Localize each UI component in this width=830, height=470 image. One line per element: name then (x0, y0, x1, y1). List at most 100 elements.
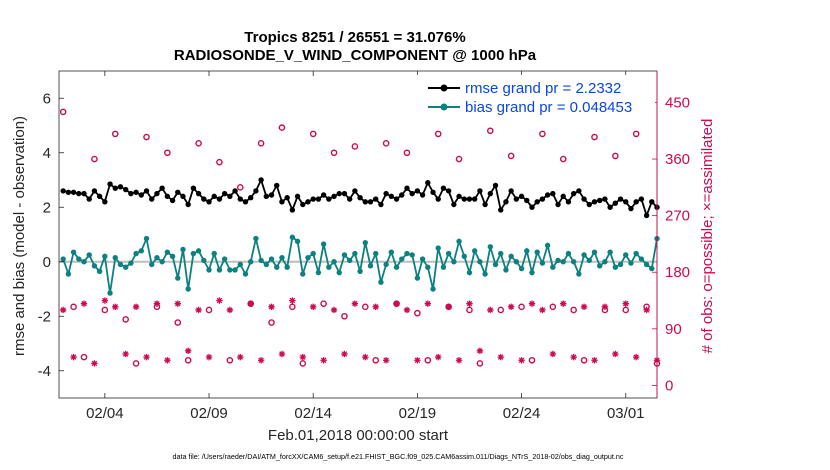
obs-assimilated-point (591, 357, 598, 364)
rmse-point (414, 188, 421, 194)
obs-possible-point (382, 140, 390, 147)
rmse-point (419, 192, 426, 198)
rmse-point (206, 199, 212, 205)
obs-possible-point (414, 309, 421, 317)
obs-assimilated-point (174, 300, 181, 307)
rmse-point (221, 190, 228, 197)
bias-point (128, 260, 134, 266)
x-axis: 02/04 02/09 02/14 02/19 02/24 03/01 (86, 71, 645, 422)
bias-point (373, 250, 379, 257)
obs-possible-point (497, 306, 505, 314)
rmse-point (367, 199, 374, 205)
obs-possible-point (528, 356, 536, 364)
rmse-point (581, 196, 587, 202)
bias-point (378, 279, 384, 285)
rmse-point (195, 190, 202, 197)
rmse-point (539, 196, 546, 202)
bias-point (263, 261, 270, 268)
bias-point (138, 248, 145, 254)
y-axis-label: rmse and bias (model - observation) (11, 116, 28, 356)
rmse-point (102, 199, 108, 205)
obs-possible-point (164, 149, 171, 157)
rmse-point (399, 192, 405, 198)
rmse-point (122, 186, 129, 193)
y-right-tick-label: 90 (665, 321, 682, 338)
rmse-point (373, 196, 379, 202)
bias-point (586, 257, 592, 264)
rmse-point (320, 192, 327, 198)
bias-point (268, 256, 275, 262)
bias-point (471, 248, 478, 254)
obs-assimilated-point (80, 300, 88, 307)
rmse-point (60, 188, 66, 194)
bias-point (404, 250, 410, 257)
rmse-point (149, 196, 155, 202)
bias-point (503, 267, 509, 273)
rmse-point (518, 193, 525, 200)
x-axis-label: Feb.01,2018 00:00:00 start (268, 427, 449, 444)
rmse-point (586, 201, 592, 208)
rmse-point (565, 199, 572, 205)
rmse-point (65, 189, 72, 195)
obs-assimilated-point (184, 347, 192, 355)
obs-possible-point (476, 360, 484, 367)
obs-possible-point (184, 356, 192, 364)
rmse-point (576, 188, 582, 194)
rmse-point (284, 195, 290, 201)
bias-point (565, 250, 572, 257)
bias-point (247, 259, 254, 265)
obs-possible-point (80, 353, 88, 361)
y-tick-label: -4 (38, 363, 51, 380)
bias-point (190, 250, 197, 257)
obs-possible-point (361, 303, 369, 311)
rmse-point (612, 200, 619, 206)
y-right-tick-label: 270 (665, 208, 690, 225)
rmse-point (597, 197, 603, 204)
obs-possible-point (320, 300, 327, 307)
bias-point (227, 267, 233, 273)
bias-point (60, 256, 66, 262)
rmse-point (81, 190, 87, 197)
rmse-point (487, 190, 494, 197)
rmse-point (138, 192, 145, 198)
bias-point (107, 290, 113, 296)
bias-point (305, 254, 311, 261)
rmse-point (513, 196, 520, 202)
bias-point (508, 253, 514, 259)
rmse-point (383, 190, 389, 197)
bias-point (643, 261, 650, 268)
bias-point (232, 267, 238, 273)
rmse-point (190, 185, 197, 191)
obs-possible-point (341, 312, 348, 320)
bias-point (258, 257, 264, 264)
rmse-point (628, 205, 634, 212)
rmse-point (70, 189, 77, 195)
bias-point (607, 249, 613, 255)
rmse-point (466, 196, 473, 202)
bias-point (524, 248, 530, 254)
obs-possible-point (549, 303, 557, 311)
obs-possible-point (351, 143, 359, 150)
plot-area (59, 71, 657, 398)
rmse-point (544, 192, 551, 198)
bias-point (570, 259, 577, 265)
bias-point (612, 264, 619, 270)
bias-point (591, 249, 598, 255)
y-tick-label: 4 (43, 145, 51, 162)
obs-assimilated-point (330, 306, 338, 314)
obs-assimilated-point (59, 306, 67, 314)
obs-possible-point (278, 124, 286, 131)
bias-point (331, 259, 337, 265)
y-right-tick-label: 0 (665, 377, 673, 394)
bias-point (221, 256, 228, 262)
obs-possible-point (580, 356, 588, 364)
obs-possible-point (330, 149, 338, 157)
rmse-point (362, 199, 368, 205)
bias-point (628, 260, 634, 266)
bias-point (597, 263, 603, 269)
rmse-point (393, 196, 400, 202)
obs-assimilated-point (549, 350, 557, 358)
bias-point (133, 250, 139, 257)
rmse-point (107, 181, 113, 187)
